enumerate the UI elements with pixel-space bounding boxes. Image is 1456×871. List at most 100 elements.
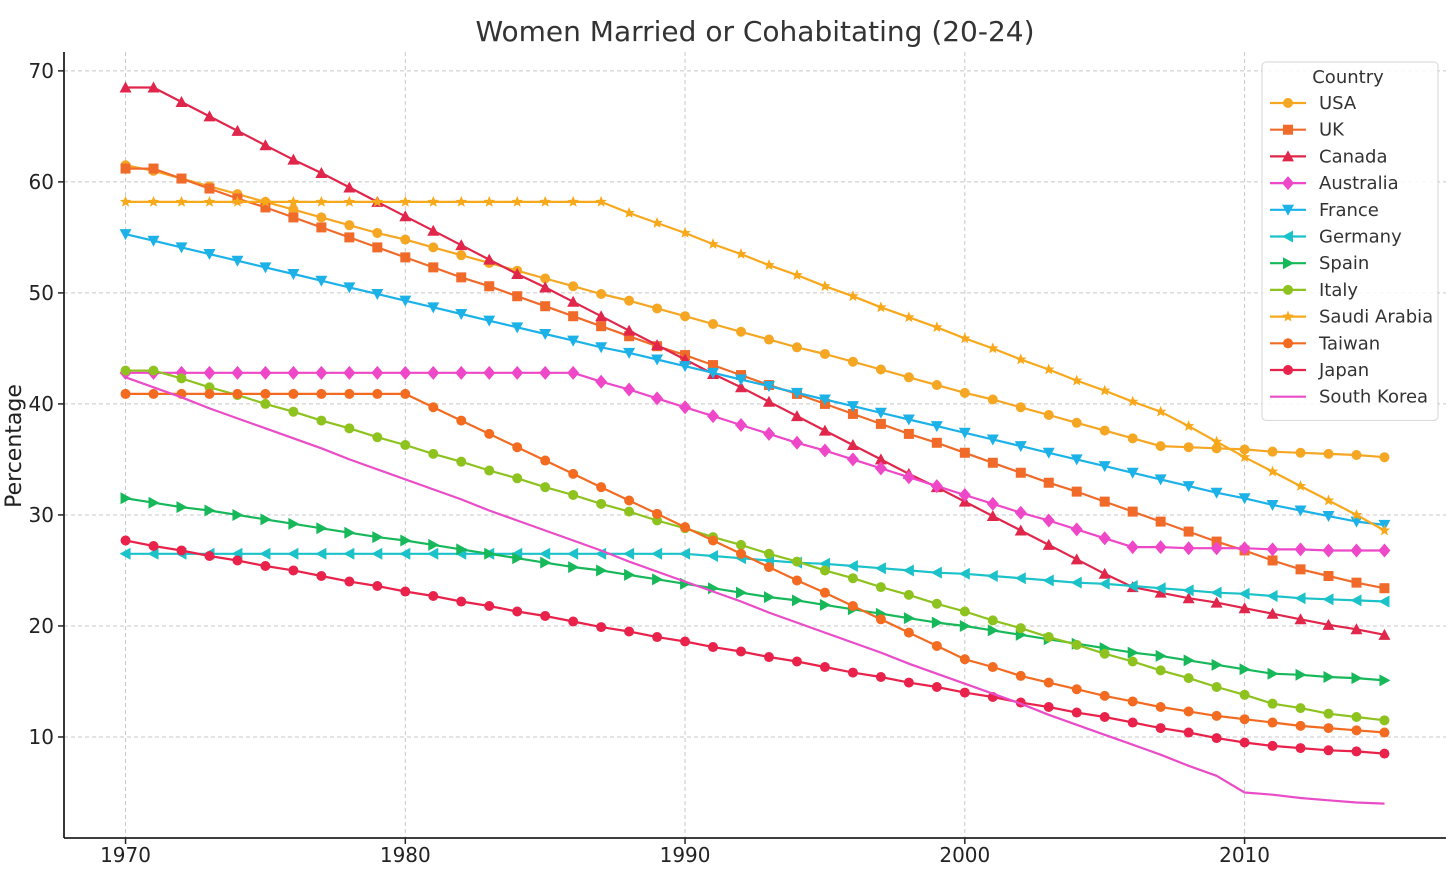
data-point-japan xyxy=(288,565,299,576)
data-point-canada xyxy=(1294,613,1307,625)
data-point-saudi-arabia xyxy=(1098,384,1111,396)
data-point-taiwan xyxy=(568,468,579,479)
data-point-canada xyxy=(539,281,552,293)
y-tick-label: 70 xyxy=(29,59,54,83)
data-point-japan xyxy=(1295,743,1306,754)
data-point-italy xyxy=(875,582,886,593)
y-tick-label: 30 xyxy=(29,503,54,527)
data-point-germany xyxy=(846,560,858,573)
data-point-spain xyxy=(428,538,440,551)
data-point-saudi-arabia xyxy=(735,248,747,259)
legend-swatch-marker xyxy=(1283,365,1293,375)
data-point-italy xyxy=(819,565,830,576)
data-point-saudi-arabia xyxy=(1266,465,1279,477)
data-point-australia xyxy=(371,365,384,380)
data-point-france xyxy=(902,414,915,426)
series-line-italy xyxy=(125,369,1385,722)
data-point-spain xyxy=(456,543,468,556)
data-point-canada xyxy=(1378,628,1391,640)
data-point-australia xyxy=(511,365,524,380)
series-uk xyxy=(120,163,1390,594)
data-point-saudi-arabia xyxy=(119,195,132,207)
data-point-australia xyxy=(595,374,608,389)
data-point-saudi-arabia xyxy=(623,206,635,218)
data-point-france xyxy=(651,354,664,366)
legend-item-canada: Canada xyxy=(1270,146,1388,167)
data-point-italy xyxy=(959,606,970,617)
data-point-spain xyxy=(596,564,608,577)
data-point-taiwan xyxy=(512,442,523,453)
data-point-france xyxy=(818,394,831,406)
data-point-taiwan xyxy=(1211,710,1222,721)
legend-label: Canada xyxy=(1319,146,1388,167)
data-point-spain xyxy=(1295,668,1307,681)
legend-swatch-marker xyxy=(1282,230,1293,243)
data-point-saudi-arabia xyxy=(287,195,300,207)
data-point-japan xyxy=(512,606,523,617)
data-point-australia xyxy=(1350,543,1363,558)
data-point-taiwan xyxy=(624,495,635,506)
data-point-france xyxy=(958,427,971,439)
data-point-usa xyxy=(316,212,327,223)
data-point-france xyxy=(623,347,636,359)
data-point-italy xyxy=(931,598,942,609)
data-point-canada xyxy=(595,310,608,322)
data-point-germany xyxy=(874,562,886,575)
data-point-saudi-arabia xyxy=(427,195,439,207)
data-point-spain xyxy=(903,612,915,625)
data-point-spain xyxy=(568,561,580,574)
data-point-usa xyxy=(1183,442,1194,453)
data-point-spain xyxy=(624,568,636,581)
data-point-australia xyxy=(1042,513,1055,528)
data-point-japan xyxy=(316,571,327,581)
data-point-italy xyxy=(540,482,551,493)
data-point-france xyxy=(399,295,412,307)
data-point-taiwan xyxy=(680,522,691,533)
legend-label: France xyxy=(1319,200,1379,221)
data-point-canada xyxy=(818,424,831,436)
data-point-italy xyxy=(260,398,271,409)
data-point-uk xyxy=(1267,555,1278,566)
data-point-spain xyxy=(1379,674,1391,687)
data-point-saudi-arabia xyxy=(1182,420,1195,431)
data-point-germany xyxy=(986,570,998,582)
data-point-saudi-arabia xyxy=(847,290,859,302)
data-point-taiwan xyxy=(708,535,719,546)
data-point-france xyxy=(930,421,943,433)
data-point-australia xyxy=(539,365,552,380)
data-point-italy xyxy=(428,448,439,459)
data-point-japan xyxy=(1183,727,1194,738)
data-point-italy xyxy=(1211,682,1222,693)
data-point-saudi-arabia xyxy=(203,195,216,207)
data-point-spain xyxy=(931,616,943,629)
data-point-spain xyxy=(1183,654,1195,667)
data-point-usa xyxy=(540,273,551,284)
data-point-canada xyxy=(119,81,132,93)
data-point-taiwan xyxy=(1127,696,1138,707)
data-point-france xyxy=(1266,499,1279,511)
data-point-taiwan xyxy=(204,388,215,399)
data-point-canada xyxy=(1238,602,1251,614)
data-point-france xyxy=(1098,461,1111,473)
data-point-uk xyxy=(400,252,411,263)
data-point-germany xyxy=(539,547,551,560)
data-point-italy xyxy=(596,498,607,509)
data-point-canada xyxy=(287,153,300,165)
data-point-australia xyxy=(1014,505,1027,520)
data-point-australia xyxy=(986,496,999,511)
data-point-spain xyxy=(987,624,999,637)
data-point-saudi-arabia xyxy=(259,195,272,207)
data-point-usa xyxy=(791,342,802,353)
data-point-germany xyxy=(1098,577,1110,590)
data-point-canada xyxy=(1042,538,1055,550)
legend-label: Spain xyxy=(1319,253,1369,274)
data-point-taiwan xyxy=(148,388,159,399)
data-point-japan xyxy=(260,561,271,572)
data-point-usa xyxy=(875,364,886,375)
data-point-italy xyxy=(1183,673,1194,684)
data-point-spain xyxy=(372,531,384,544)
data-point-taiwan xyxy=(652,508,663,519)
data-point-spain xyxy=(1155,649,1167,662)
data-point-germany xyxy=(1014,572,1026,585)
legend-swatch-marker xyxy=(1283,338,1293,349)
